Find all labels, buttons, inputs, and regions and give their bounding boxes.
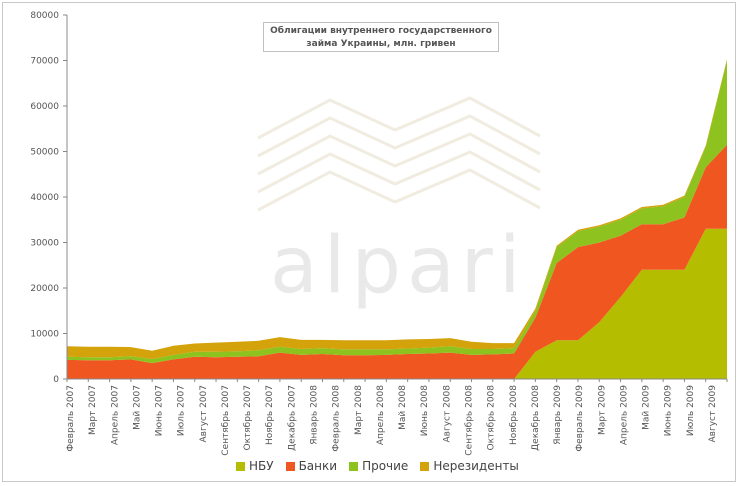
x-tick-label: Декабрь 2007 (287, 385, 297, 451)
chart-frame (2, 2, 736, 482)
x-tick-label: Апрель 2007 (110, 385, 120, 445)
y-tick-label: 50000 (30, 148, 59, 158)
legend-item-1: НБУ (236, 459, 274, 473)
watermark-chevron (257, 132, 541, 176)
y-tick-label: 0 (53, 375, 59, 385)
x-tick-label: Март 2009 (597, 385, 607, 435)
y-tick-label: 60000 (30, 102, 59, 112)
watermark-chevron (257, 168, 541, 212)
x-tick-label: Апрель 2008 (376, 385, 386, 445)
x-tick-label: Декабрь 2008 (531, 385, 541, 451)
legend-swatch (420, 461, 430, 471)
x-tick-label: Октябрь 2008 (487, 385, 497, 451)
legend-item-3: Прочие (349, 459, 408, 473)
x-tick-label: Август 2008 (442, 385, 452, 443)
x-tick-label: Май 2008 (398, 385, 408, 430)
legend-label: Прочие (362, 459, 409, 473)
watermark-chevron (257, 114, 541, 158)
area-series-2 (67, 144, 727, 379)
x-tick-label: Март 2007 (88, 385, 98, 435)
legend-label: НБУ (249, 459, 274, 473)
area-series-1 (67, 228, 727, 379)
y-tick-label: 40000 (30, 193, 59, 203)
legend-label: Банки (298, 459, 338, 473)
chart-title: Облигации внутреннего государственного з… (263, 22, 499, 52)
x-tick-label: Август 2007 (199, 385, 209, 442)
x-tick-label: Июнь 2007 (155, 385, 165, 436)
legend-swatch (349, 461, 359, 471)
x-tick-label: Август 2009 (708, 385, 718, 443)
x-tick-label: Январь 2009 (553, 385, 563, 445)
x-tick-label: Апрель 2009 (619, 385, 629, 445)
watermark-chevron (257, 96, 541, 140)
legend-item-2: Банки (285, 459, 338, 473)
legend-label: Нерезиденты (433, 459, 519, 473)
x-tick-label: Январь 2008 (310, 385, 320, 445)
x-tick-label: Сентябрь 2008 (464, 385, 474, 456)
chart-legend: НБУ Банки Прочие Нерезиденты (236, 459, 519, 473)
x-tick-label: Сентябрь 2007 (221, 385, 231, 456)
x-tick-label: Июль 2007 (177, 385, 187, 436)
y-tick-label: 70000 (30, 57, 59, 67)
y-tick-label: 30000 (30, 239, 59, 249)
x-tick-label: Июнь 2009 (664, 385, 674, 437)
watermark-chevron (257, 150, 541, 194)
legend-item-4: Нерезиденты (420, 459, 519, 473)
x-tick-label: Февраль 2008 (332, 385, 342, 452)
legend-swatch (285, 461, 295, 471)
legend-swatch (236, 461, 245, 471)
x-tick-label: Июнь 2008 (420, 385, 430, 437)
y-tick-label: 10000 (30, 330, 59, 340)
x-tick-label: Февраль 2009 (575, 385, 585, 452)
y-tick-label: 80000 (30, 11, 59, 21)
watermark-logo: alpari (270, 221, 527, 311)
x-tick-label: Май 2009 (642, 385, 652, 430)
x-tick-label: Май 2007 (132, 385, 142, 430)
x-tick-label: Ноябрь 2008 (509, 385, 519, 445)
x-tick-label: Март 2008 (354, 385, 364, 435)
x-tick-label: Февраль 2007 (66, 385, 76, 452)
x-tick-label: Ноябрь 2007 (265, 385, 275, 445)
x-tick-label: Октябрь 2007 (243, 385, 253, 451)
x-tick-label: Июль 2009 (686, 385, 696, 436)
y-tick-label: 20000 (30, 284, 59, 294)
